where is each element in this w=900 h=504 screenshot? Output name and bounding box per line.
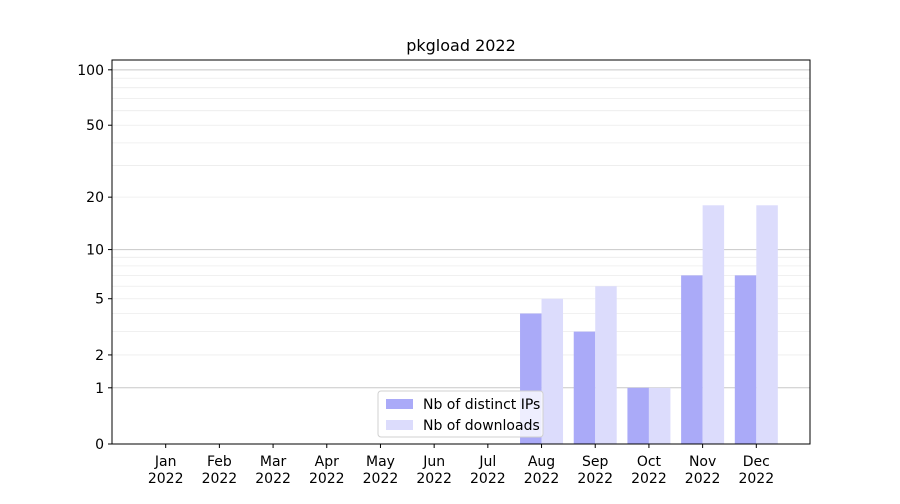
x-tick-label-line: Dec — [743, 454, 770, 470]
x-tick-label-line: 2022 — [309, 471, 345, 487]
x-tick-label-line: Sep — [582, 454, 609, 470]
bar — [573, 331, 596, 444]
x-tick-label: Jan 2022 — [148, 454, 184, 487]
bar — [595, 286, 617, 444]
x-tick-label-line: 2022 — [148, 471, 184, 487]
y-tick-label: 10 — [86, 243, 104, 259]
x-tick-label: May 2022 — [363, 454, 399, 487]
y-tick-label: 100 — [77, 63, 104, 79]
bar — [627, 387, 649, 444]
x-tick-label-line: Jan — [154, 454, 177, 470]
x-tick-label-line: Feb — [207, 454, 232, 470]
x-tick-label: Apr 2022 — [309, 454, 345, 487]
x-tick-label: Nov 2022 — [685, 454, 721, 487]
bar — [702, 205, 725, 444]
x-tick-label-line: 2022 — [363, 471, 399, 487]
x-tick-label-line: Nov — [689, 454, 716, 470]
x-tick-label-line: 2022 — [255, 471, 291, 487]
y-tick-label: 0 — [95, 437, 104, 453]
x-tick-label-line: May — [366, 454, 395, 470]
y-tick-label: 1 — [95, 381, 104, 397]
y-tick-label: 50 — [86, 118, 104, 134]
plot-frame — [111, 59, 811, 445]
x-tick-label-line: Oct — [637, 454, 662, 470]
x-tick-label-line: 2022 — [416, 471, 452, 487]
legend-swatch — [386, 420, 413, 430]
legend-swatch — [386, 399, 413, 409]
x-tick-label-line: Mar — [260, 454, 287, 470]
y-tick-label: 2 — [95, 348, 104, 364]
bar — [648, 387, 671, 444]
x-tick-label-line: 2022 — [631, 471, 667, 487]
x-tick-label: Jul 2022 — [470, 454, 506, 487]
bar — [681, 275, 703, 444]
x-tick-label: Aug 2022 — [524, 454, 560, 487]
x-tick-label-line: 2022 — [470, 471, 506, 487]
x-tick-label-line: 2022 — [738, 471, 774, 487]
x-tick-label: Mar 2022 — [255, 454, 291, 487]
legend-label: Nb of downloads — [423, 418, 540, 434]
x-tick-label-line: 2022 — [577, 471, 613, 487]
y-tick-label: 5 — [95, 292, 104, 308]
x-tick-label-line: Apr — [315, 454, 339, 470]
x-tick-label-line: Jun — [422, 454, 445, 470]
chart-title: pkgload 2022 — [406, 36, 516, 55]
legend-box — [377, 390, 544, 438]
x-tick-label: Dec 2022 — [738, 454, 774, 487]
x-tick-label-line: 2022 — [202, 471, 238, 487]
bar — [756, 205, 778, 444]
x-tick-label: Jun 2022 — [416, 454, 452, 487]
legend-label: Nb of distinct IPs — [423, 397, 540, 413]
y-tick-label: 20 — [86, 190, 104, 206]
bar — [541, 298, 564, 444]
x-tick-label-line: Jul — [478, 454, 496, 470]
x-tick-label-line: 2022 — [524, 471, 560, 487]
bar — [734, 275, 757, 444]
x-tick-label: Oct 2022 — [631, 454, 667, 487]
x-tick-label: Feb 2022 — [202, 454, 238, 487]
x-tick-label-line: 2022 — [685, 471, 721, 487]
x-tick-label-line: Aug — [528, 454, 555, 470]
x-tick-label: Sep 2022 — [577, 454, 613, 487]
